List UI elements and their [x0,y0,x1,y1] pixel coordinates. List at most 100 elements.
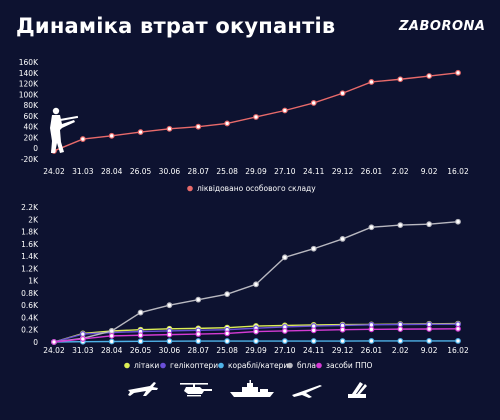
x-tick-label: 31.03 [72,167,94,176]
legend-entry-ліквідовано-особового-складу: ліквідовано особового складу [187,184,316,193]
data-point-ліквідовано-особового-складу [339,90,346,97]
data-point-засоби-ппо [281,328,288,334]
data-point-бпла [339,236,346,242]
x-tick-label: 16.02 [447,346,469,355]
data-point-бпла [397,222,404,229]
data-point-кораблі-катери [368,338,375,344]
data-point-кораблі-катери [166,338,173,345]
y-tick-label: 80K [24,101,40,110]
data-point-бпла [426,221,433,228]
legend-entry-літаки: літаки [124,361,159,370]
x-tick-label: 2.02 [392,167,409,176]
data-point-ліквідовано-особового-складу [108,132,115,139]
data-point-гелікоптери [426,321,433,328]
data-point-засоби-ппо [426,326,433,332]
data-point-кораблі-катери [310,338,317,344]
x-tick-label: 29.12 [332,167,354,176]
data-point-засоби-ппо [137,332,144,339]
data-point-ліквідовано-особового-складу [253,114,259,120]
y-tick-label: 1K [28,277,39,286]
y-tick-label: -20K [21,155,39,164]
x-tick-label: 30.06 [159,167,181,176]
x-tick-label: 25.08 [216,167,238,176]
y-tick-label: 100K [19,90,39,99]
data-point-кораблі-катери [397,337,404,344]
x-tick-label: 24.11 [303,167,325,176]
data-point-засоби-ппо [310,327,317,334]
x-tick-label: 24.02 [43,346,65,355]
data-point-кораблі-катери [137,338,144,345]
x-tick-label: 28.07 [188,167,210,176]
y-tick-label: 0.4K [21,313,39,322]
data-point-кораблі-катери [108,338,115,345]
data-point-гелікоптери [397,321,404,328]
data-point-ліквідовано-особового-складу [166,125,173,132]
y-tick-label: 120K [19,80,39,89]
missile-launcher-icon [348,382,367,398]
helicopter-icon [180,383,212,397]
data-point-кораблі-катери [224,338,231,344]
x-tick-label: 28.04 [101,346,123,355]
data-point-кораблі-катери [426,337,433,344]
data-point-бпла [108,328,115,334]
x-tick-label: 28.04 [101,167,123,176]
x-tick-label: 27.10 [274,167,296,176]
data-point-бпла [253,281,259,288]
data-point-засоби-ппо [108,332,115,339]
data-point-бпла [166,302,173,309]
y-tick-label: 0.8K [21,289,39,298]
jet-plane-icon [128,382,158,396]
data-point-засоби-ппо [224,330,231,337]
data-point-бпла [310,245,317,252]
legend-swatch [160,362,166,369]
data-point-засоби-ппо [195,331,202,337]
brand-logo: ZABORONA [399,19,486,34]
legend-swatch [187,185,193,192]
data-point-бпла [455,218,461,225]
data-point-ліквідовано-особового-складу [426,73,433,79]
x-tick-label: 25.08 [216,346,238,355]
x-tick-label: 26.05 [130,167,152,176]
x-tick-label: 26.05 [130,346,152,355]
legend-swatch [218,362,224,369]
y-tick-label: 60K [24,112,40,121]
x-tick-label: 9.02 [421,167,438,176]
data-point-засоби-ппо [339,326,346,333]
x-tick-label: 26.01 [361,167,383,176]
data-point-гелікоптери [455,321,461,328]
legend-entry-бпла: бпла [287,361,316,370]
x-tick-label: 2.02 [392,346,409,355]
data-point-ліквідовано-особового-складу [368,79,375,85]
data-point-бпла [195,296,202,303]
data-point-бпла [137,309,144,316]
x-tick-label: 31.03 [72,346,94,355]
legend-entry-гелікоптери: гелікоптери [160,361,218,370]
legend-label: ліквідовано особового складу [197,184,316,193]
legend-label: гелікоптери [170,361,218,370]
legend-label: бпла [297,361,316,370]
y-tick-label: 140K [19,69,39,78]
legend-swatch [287,362,293,369]
data-point-бпла [224,291,231,298]
data-point-засоби-ппо [455,325,461,332]
x-tick-label: 16.02 [447,167,469,176]
x-tick-label: 29.09 [245,346,267,355]
y-tick-label: 160K [19,58,39,67]
legend-swatch [316,362,322,369]
data-point-засоби-ппо [166,331,173,338]
series-line-ліквідовано-особового-складу [53,72,459,152]
x-tick-label: 24.02 [43,167,65,176]
x-tick-label: 26.01 [361,346,383,355]
data-point-кораблі-катери [281,338,288,344]
y-tick-label: 2K [28,215,39,224]
legend-label: кораблі/катери [228,361,288,370]
x-tick-label: 29.09 [245,167,267,176]
x-tick-label: 27.10 [274,346,296,355]
y-tick-label: 1.2K [21,264,39,273]
data-point-бпла [368,224,375,231]
data-point-кораблі-катери [253,338,259,344]
y-tick-label: 0.6K [21,301,39,310]
x-tick-label: 9.02 [421,346,438,355]
